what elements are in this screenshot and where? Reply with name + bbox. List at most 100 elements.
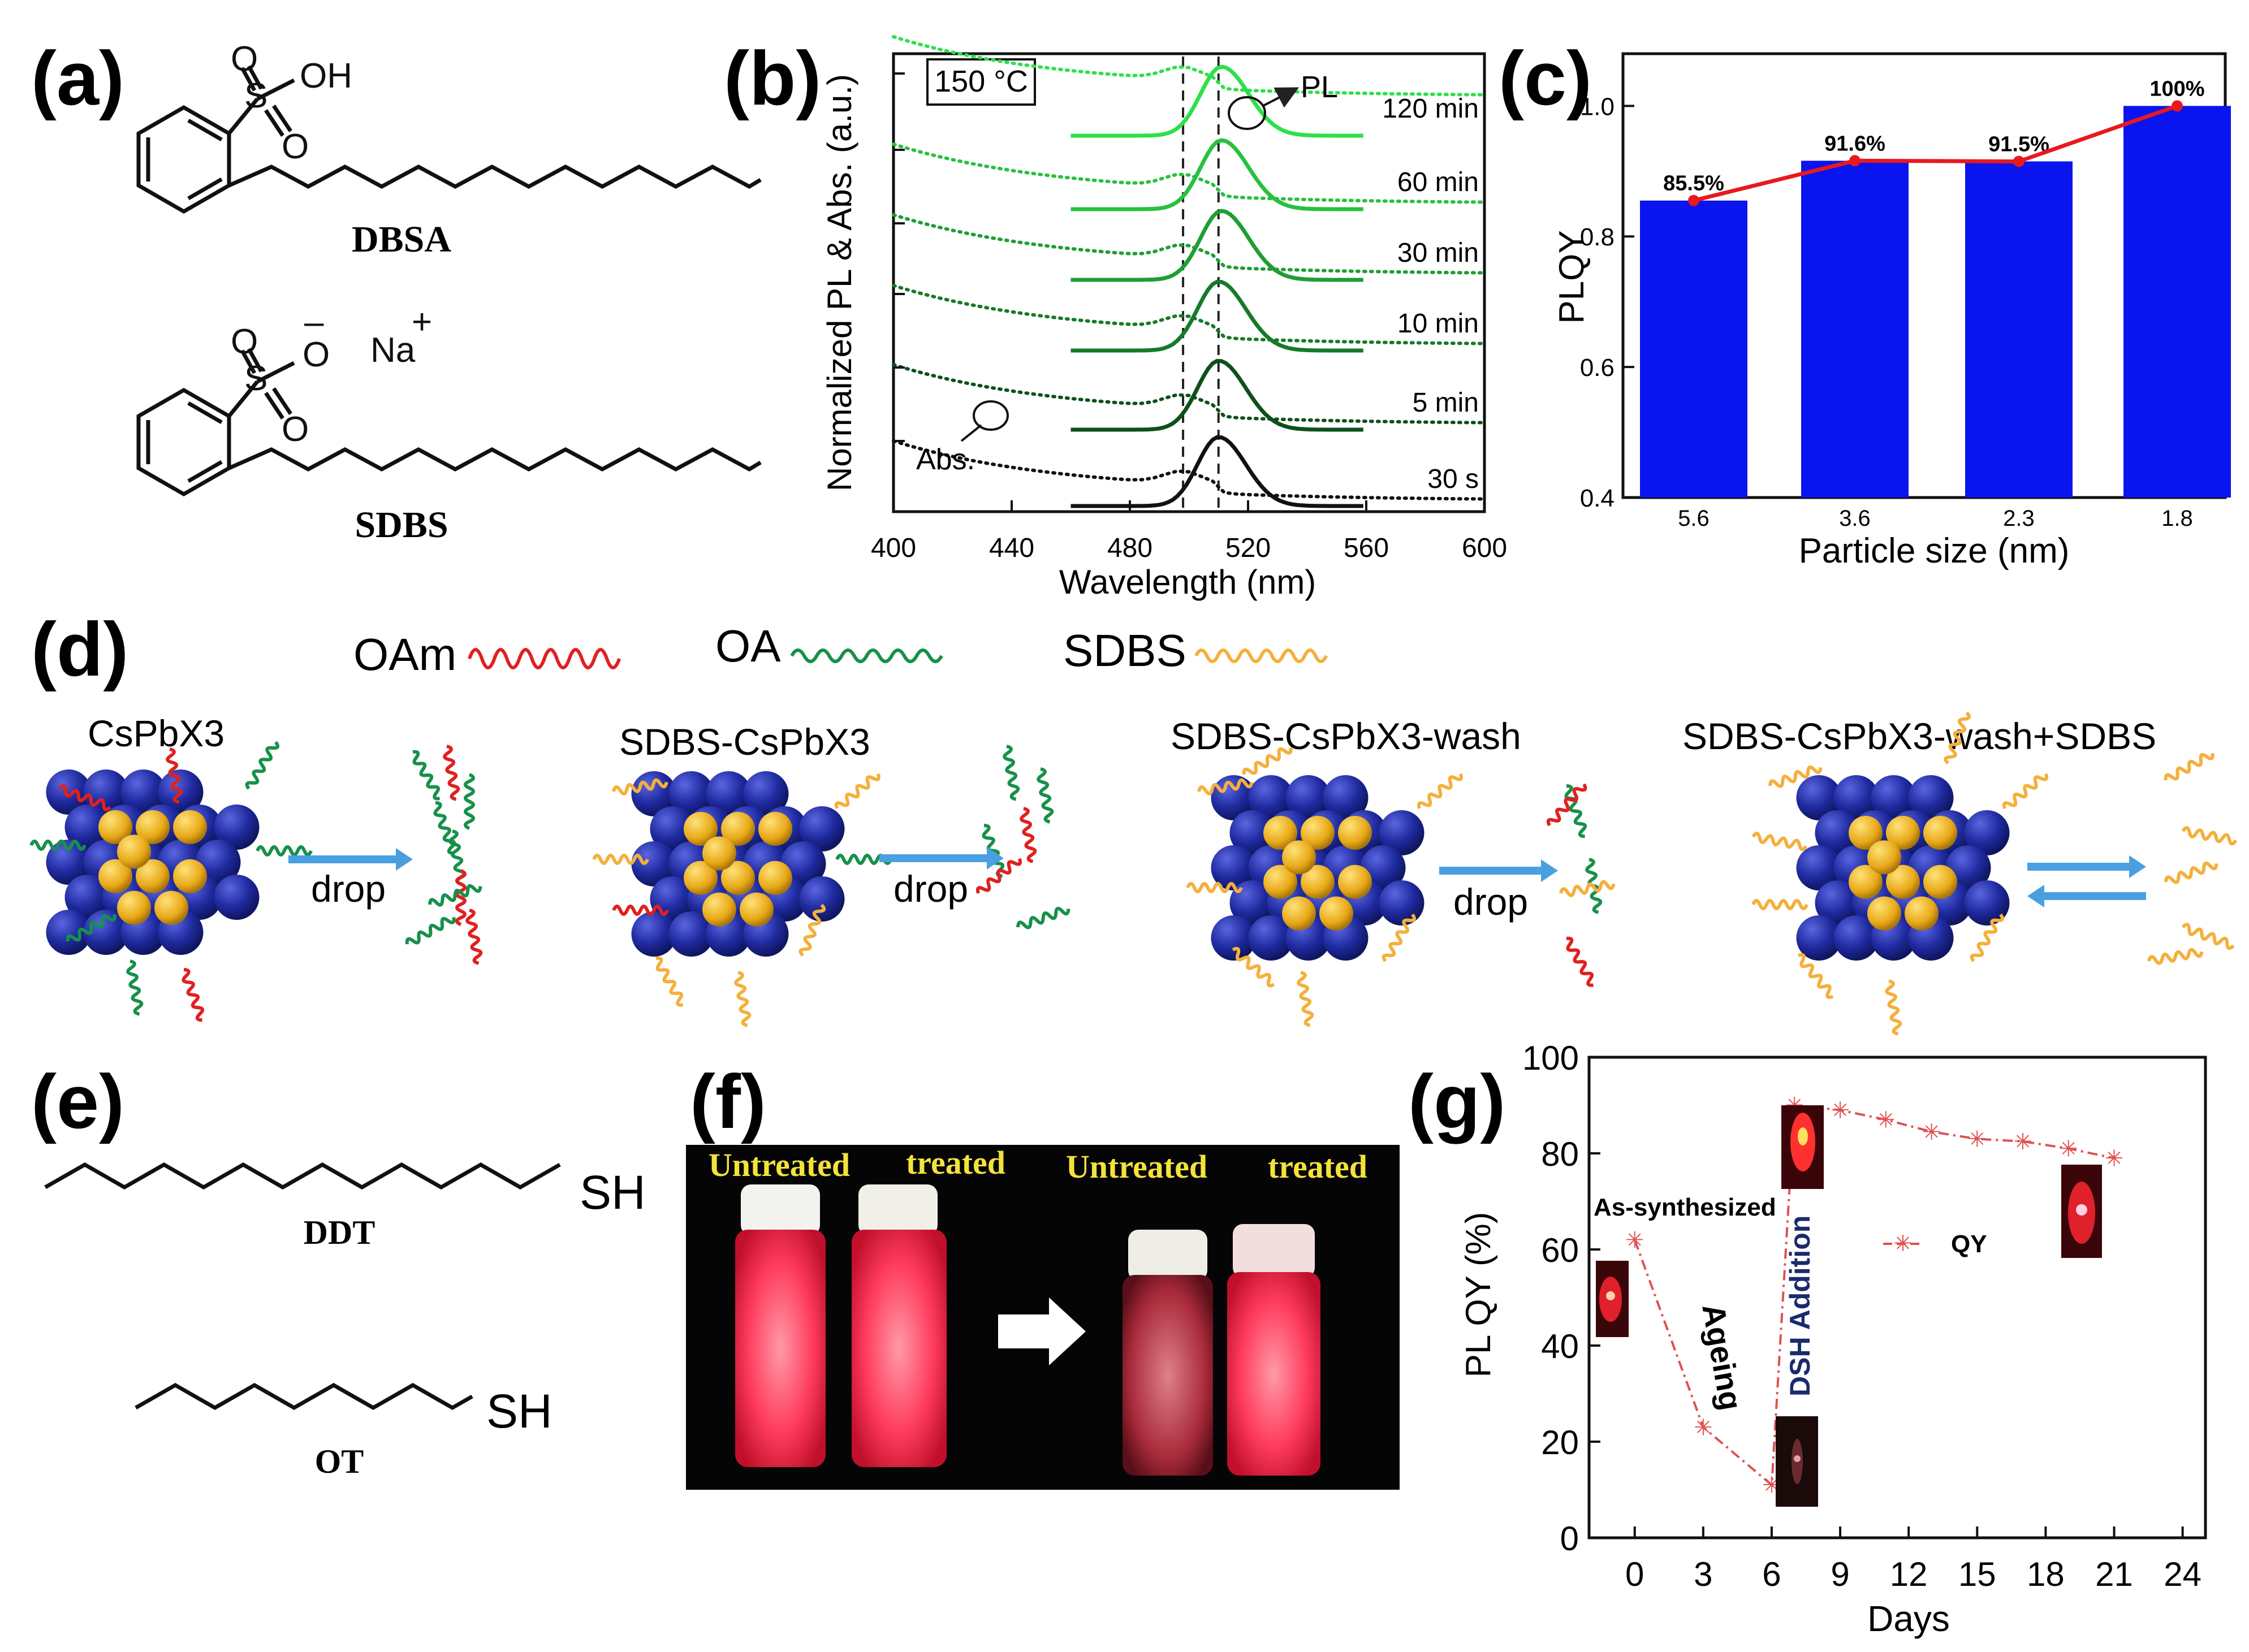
dbsa-label: DBSA	[352, 219, 451, 260]
ligand-44	[1751, 832, 1808, 851]
cs-ion	[136, 859, 170, 893]
sodium-ion: Na	[370, 331, 416, 370]
pb-ion	[1379, 880, 1424, 926]
ligand-11	[433, 801, 456, 855]
plqy-point	[2013, 155, 2024, 167]
vial-treated-before	[852, 1184, 947, 1467]
cs-ion	[1849, 864, 1883, 899]
g-xtick-label: 9	[1831, 1555, 1849, 1593]
time-label: 60 min	[1397, 167, 1479, 197]
g-ytick-label: 20	[1541, 1424, 1579, 1461]
cs-ion	[702, 836, 736, 871]
pb-ion	[799, 876, 845, 922]
ligand-8	[412, 750, 441, 801]
cs-ion	[1338, 816, 1372, 850]
minus-sign: –	[304, 302, 324, 341]
plot-frame	[1587, 1056, 2207, 1539]
plqy-point	[2172, 100, 2183, 112]
photo-label-untreated-2: Untreated	[1066, 1148, 1207, 1185]
cs-ion	[1338, 864, 1372, 899]
pb-ion	[1833, 775, 1879, 820]
pb-ion	[1796, 915, 1842, 961]
pb-ion	[1211, 845, 1257, 890]
stage-label-3: SDBS-CsPbX3-wash	[1171, 715, 1521, 757]
qy-line	[1633, 1104, 2114, 1487]
cs-ion	[758, 860, 792, 895]
cs-ion	[1923, 816, 1957, 850]
vial-untreated-before	[735, 1184, 826, 1467]
ligand-32	[1186, 882, 1243, 893]
as-synthesized-label: As-synthesized	[1594, 1193, 1776, 1221]
time-label: 30 s	[1427, 464, 1479, 494]
ligand-2	[29, 840, 87, 851]
pb-ion	[64, 805, 110, 850]
ligand-19	[612, 905, 669, 916]
abs-label: Abs.	[916, 443, 975, 476]
pl-curve-30-min	[1070, 209, 1363, 282]
cs-ion	[1867, 896, 1901, 931]
nanocrystal-cluster-3	[1211, 775, 1424, 961]
atom-o: O	[282, 127, 309, 166]
panel-e	[44, 1162, 561, 1411]
b-xtick-label: 440	[989, 533, 1034, 563]
pb-ion	[743, 771, 789, 816]
legend-label: QY	[1951, 1230, 1987, 1258]
ligand-31	[1197, 778, 1254, 795]
cs-ion	[1886, 864, 1920, 899]
legend-oa-label: OA	[715, 621, 781, 671]
pb-ion	[1964, 880, 2010, 926]
pb-ion	[214, 875, 260, 920]
bar-2.3	[1965, 161, 2073, 498]
ligand-41	[1559, 880, 1616, 897]
qy-point: ✳	[1968, 1127, 1987, 1152]
ligand-43	[1768, 765, 1823, 788]
panel-label-e: (e)	[31, 1059, 124, 1144]
inset-photo-1	[1596, 1261, 1629, 1337]
pb-ion	[706, 771, 752, 816]
abs-curve-10-min	[892, 284, 1486, 345]
cs-ion	[173, 810, 207, 844]
ligand-22	[798, 903, 826, 957]
legend-oa-wave	[790, 648, 943, 663]
c-ylabel: PLQY	[1552, 230, 1591, 323]
ligand-29	[975, 858, 1022, 894]
b-xtick-label: 560	[1344, 533, 1389, 563]
ligand-21	[734, 971, 752, 1027]
ligand-4	[126, 959, 144, 1016]
time-label: 120 min	[1382, 94, 1479, 124]
ageing-label: Ageing	[1695, 1301, 1749, 1413]
pb-ion	[1379, 810, 1424, 855]
c-xtick-label: 3.6	[1839, 506, 1871, 531]
b-xtick-label: 600	[1462, 533, 1507, 563]
plqy-point	[1688, 194, 1699, 206]
ligand-20	[655, 956, 684, 1007]
qy-point: ✳	[1876, 1108, 1896, 1133]
ligand-23	[834, 773, 880, 809]
time-label: 10 min	[1397, 309, 1479, 339]
g-ytick-label: 60	[1541, 1231, 1579, 1269]
ddt-sh: SH	[580, 1166, 646, 1219]
pb-ion	[1833, 915, 1879, 961]
stage-label-2: SDBS-CsPbX3	[619, 721, 870, 763]
pl-curve-5-min	[1070, 358, 1363, 432]
c-ytick-label: 1.0	[1580, 93, 1615, 120]
ligand-17	[612, 778, 668, 795]
cs-ion	[684, 860, 718, 895]
b-xtick-label: 400	[871, 533, 916, 563]
cs-ion	[1282, 840, 1316, 875]
cs-ion	[1923, 864, 1957, 899]
pb-ion	[46, 840, 92, 885]
panel-a-atoms: O S O OH O S O O – Na +	[231, 40, 432, 449]
g-ytick-label: 80	[1541, 1135, 1579, 1173]
panel-label-a: (a)	[31, 36, 124, 121]
g-xtick-label: 21	[2095, 1555, 2133, 1593]
cs-ion	[702, 892, 736, 927]
bar-3.6	[1801, 161, 1909, 498]
pb-ion	[668, 771, 714, 816]
qy-point: ✳	[2059, 1137, 2078, 1162]
ligand-3	[66, 914, 116, 942]
bar-1.8	[2123, 106, 2231, 498]
c-ytick-label: 0.6	[1580, 354, 1615, 382]
ligand-46	[1798, 953, 1834, 999]
